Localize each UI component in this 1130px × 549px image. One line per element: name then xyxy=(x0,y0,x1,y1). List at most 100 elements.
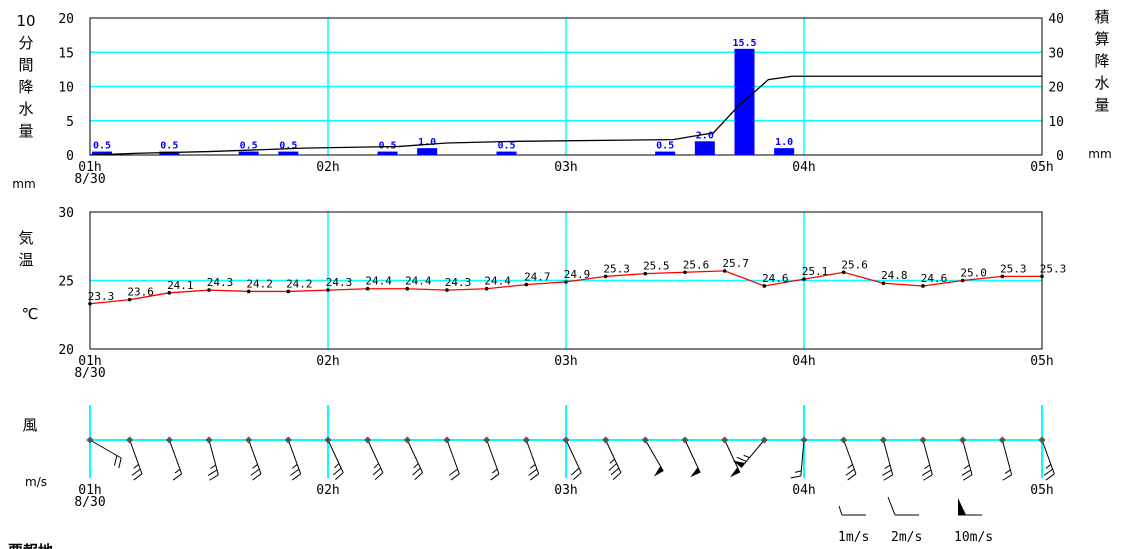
temp-y-tick: 25 xyxy=(58,275,74,290)
wind-barb-half-feather xyxy=(133,464,139,469)
precip-bar-label: 2.0 xyxy=(696,130,714,141)
wind-barb-feather xyxy=(845,468,855,476)
wind-barb-station xyxy=(760,436,768,444)
wind-barb-station xyxy=(403,436,411,444)
wind-barb-feather xyxy=(207,469,218,476)
precip-bar-label: 0.5 xyxy=(160,141,178,152)
wind-label: 風 xyxy=(22,416,37,434)
x-tick-label: 04h xyxy=(792,483,815,498)
wind-barb-feather xyxy=(118,457,122,469)
wind-barb-feather xyxy=(448,468,458,476)
wind-barb-feather xyxy=(736,456,747,462)
precip-bar xyxy=(92,151,112,155)
temp-ylabel-char: 気 xyxy=(18,229,33,247)
wind-barb-feather xyxy=(610,467,620,476)
temp-point-label: 25.3 xyxy=(603,262,630,275)
wind-barb-feather xyxy=(290,468,300,476)
wind-barb-feather xyxy=(332,467,342,476)
wind-barb-feather xyxy=(612,472,622,480)
temp-point xyxy=(484,286,489,291)
temp-point-label: 23.6 xyxy=(127,286,154,299)
temp-unit: ℃ xyxy=(22,305,39,323)
date-label: 8/30 xyxy=(74,366,105,381)
x-tick-label: 01h xyxy=(78,354,101,369)
wind-barb-shaft xyxy=(208,439,219,475)
precip-bar xyxy=(774,148,795,155)
wind-barb-half-feather xyxy=(252,464,258,469)
wind-barb-feather xyxy=(374,472,384,480)
temp-point-label: 25.3 xyxy=(1040,262,1067,275)
wind-barb-shaft xyxy=(486,439,500,474)
wind-barb-half-feather xyxy=(413,463,419,469)
temp-point-label: 24.3 xyxy=(326,276,353,289)
temp-point xyxy=(127,297,132,302)
wind-barb-feather xyxy=(1002,474,1012,481)
wind-barb-station xyxy=(364,436,372,444)
wind-barb-feather xyxy=(250,468,260,476)
wind-barb-pennant xyxy=(732,460,746,468)
wind-barb-shaft xyxy=(327,439,344,473)
temp-point xyxy=(762,284,767,288)
wind-barb-half-feather xyxy=(609,458,615,464)
precip-bar-label: 0.5 xyxy=(656,141,674,152)
temp-point xyxy=(881,281,886,286)
wind-barb-half-feather xyxy=(291,464,298,469)
wind-barb-half-feather xyxy=(1045,464,1052,469)
precip-ylabel-char: 間 xyxy=(18,56,33,74)
wind-barb-feather xyxy=(923,474,933,481)
temp-point xyxy=(88,301,92,306)
wind-barb-feather xyxy=(252,473,262,481)
date-label: 8/30 xyxy=(74,172,105,187)
precip-left-unit: mm xyxy=(12,177,35,191)
precip-bar xyxy=(159,151,180,155)
precip-y2label-char: 量 xyxy=(1094,96,1109,114)
wind-barb-station xyxy=(324,436,332,444)
precip-y-tick: 15 xyxy=(58,46,74,61)
precip-y2label-char: 水 xyxy=(1094,74,1109,92)
precip-y2-tick: 20 xyxy=(1048,81,1064,96)
wind-barb-station xyxy=(86,436,94,444)
wind-barb-station xyxy=(483,436,491,444)
wind-barb-half-feather xyxy=(924,464,931,470)
wind-barb-half-feather xyxy=(529,464,536,469)
x-tick-label: 02h xyxy=(316,354,339,369)
precip-bar xyxy=(417,148,438,155)
wind-barb-feather xyxy=(573,472,582,480)
temp-point-label: 24.2 xyxy=(246,277,273,290)
temp-point-label: 24.4 xyxy=(405,275,432,288)
wind-barb-half-feather xyxy=(210,464,217,470)
wind-barb-feather xyxy=(921,469,932,476)
temp-y-tick: 30 xyxy=(58,206,74,221)
temp-point-label: 25.6 xyxy=(683,258,710,271)
wind-barb-half-feather xyxy=(847,464,853,469)
temp-point-label: 24.8 xyxy=(881,269,908,282)
precip-y2-tick: 0 xyxy=(1056,149,1064,164)
wind-barb-pennant xyxy=(729,467,740,478)
temp-point xyxy=(960,278,965,283)
wind-barb-feather xyxy=(414,472,423,480)
precip-ylabel-char: 10 xyxy=(16,12,35,30)
temp-point xyxy=(1040,274,1044,279)
wind-barb-feather xyxy=(608,463,617,471)
wind-barb-shaft xyxy=(684,439,701,473)
wind-barb-feather xyxy=(172,473,182,481)
wind-barb-station xyxy=(1038,436,1046,444)
x-tick-label: 05h xyxy=(1030,160,1053,175)
precip-y-tick: 20 xyxy=(58,12,74,27)
temp-point xyxy=(841,270,846,275)
wind-barb-feather xyxy=(962,474,973,481)
x-tick-label: 03h xyxy=(554,354,577,369)
x-tick-label: 02h xyxy=(316,160,339,175)
x-tick-label: 03h xyxy=(554,483,577,498)
temp-y-tick: 20 xyxy=(58,343,74,358)
x-tick-label: 05h xyxy=(1030,483,1053,498)
wind-barb-half-feather xyxy=(743,454,750,459)
temp-point xyxy=(564,280,568,284)
x-tick-label: 02h xyxy=(316,483,339,498)
wind-barb-station xyxy=(602,436,610,444)
wind-barb-shaft xyxy=(565,439,582,473)
wind-barb-feather xyxy=(131,468,141,476)
precip-plot-frame xyxy=(89,17,1043,156)
temp-point xyxy=(802,277,806,281)
